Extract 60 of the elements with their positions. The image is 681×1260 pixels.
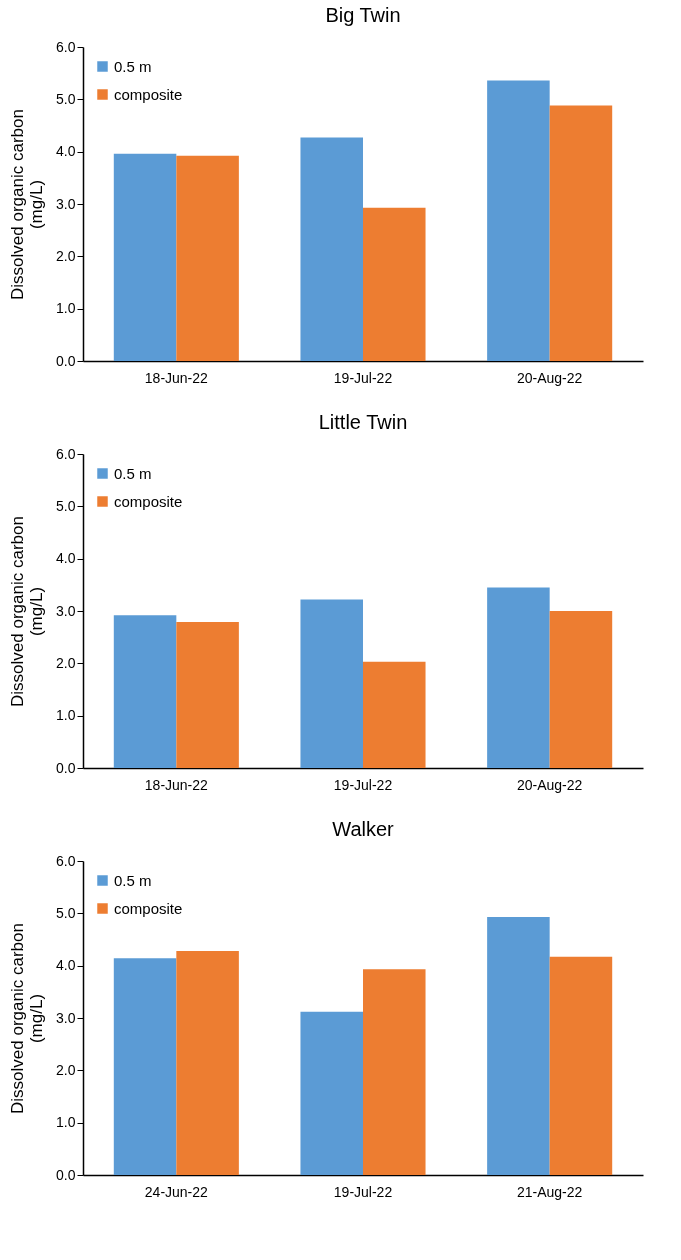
x-tick-label: 21-Aug-22: [516, 1183, 583, 1200]
x-tick-label: 20-Aug-22: [516, 776, 583, 793]
y-tick-label: 0.0: [56, 759, 76, 776]
y-tick-label: 6.0: [56, 852, 76, 869]
y-tick-label: 4.0: [56, 957, 76, 974]
bar: [487, 917, 550, 1175]
bar: [363, 969, 426, 1175]
y-tick-label: 1.0: [56, 1114, 76, 1131]
x-tick-label: 19-Jul-22: [333, 369, 393, 386]
x-tick-label: 24-Jun-22: [144, 1183, 209, 1200]
y-tick-label: 5.0: [56, 497, 76, 514]
bar: [300, 599, 363, 768]
bar: [549, 956, 613, 1175]
legend-label: 0.5 m: [114, 57, 152, 75]
x-tick-label: 19-Jul-22: [333, 1183, 393, 1200]
y-axis-title: Dissolved organic carbon (mg/L): [8, 923, 47, 1114]
bar: [300, 137, 363, 361]
legend-label: composite: [114, 85, 183, 103]
y-tick-label: 4.0: [56, 550, 76, 567]
y-tick-label: 6.0: [56, 38, 76, 55]
chart-title: Little Twin: [318, 411, 408, 433]
y-tick-label: 3.0: [56, 195, 76, 212]
bar: [113, 615, 177, 768]
bar: [487, 80, 550, 361]
legend-label: composite: [114, 492, 183, 510]
bar: [300, 1011, 363, 1175]
bar: [113, 958, 177, 1175]
y-tick-label: 3.0: [56, 1009, 76, 1026]
bar: [549, 105, 613, 361]
y-tick-label: 5.0: [56, 90, 76, 107]
y-tick-label: 1.0: [56, 300, 76, 317]
y-tick-label: 0.0: [56, 1166, 76, 1183]
bar: [176, 155, 239, 361]
y-tick-label: 5.0: [56, 904, 76, 921]
y-axis-title: Dissolved organic carbon (mg/L): [8, 516, 47, 707]
x-tick-label: 19-Jul-22: [333, 776, 393, 793]
y-tick-label: 2.0: [56, 247, 76, 264]
bar: [363, 207, 426, 361]
chart-title: Walker: [332, 818, 395, 840]
y-tick-label: 3.0: [56, 602, 76, 619]
y-tick-label: 2.0: [56, 1061, 76, 1078]
y-axis-title: Dissolved organic carbon (mg/L): [8, 109, 47, 300]
y-tick-label: 2.0: [56, 654, 76, 671]
y-tick-label: 0.0: [56, 352, 76, 369]
x-tick-label: 18-Jun-22: [144, 776, 209, 793]
y-tick-label: 6.0: [56, 445, 76, 462]
bar: [549, 611, 613, 768]
x-tick-label: 18-Jun-22: [144, 369, 209, 386]
bar: [487, 587, 550, 768]
bar: [113, 153, 177, 361]
y-tick-label: 4.0: [56, 143, 76, 160]
legend-label: 0.5 m: [114, 464, 152, 482]
bar: [176, 621, 239, 768]
legend-label: composite: [114, 899, 183, 917]
bar: [363, 661, 426, 768]
x-tick-label: 20-Aug-22: [516, 369, 583, 386]
bar: [176, 951, 239, 1175]
chart-title: Big Twin: [325, 4, 401, 26]
legend-label: 0.5 m: [114, 871, 152, 889]
y-tick-label: 1.0: [56, 707, 76, 724]
